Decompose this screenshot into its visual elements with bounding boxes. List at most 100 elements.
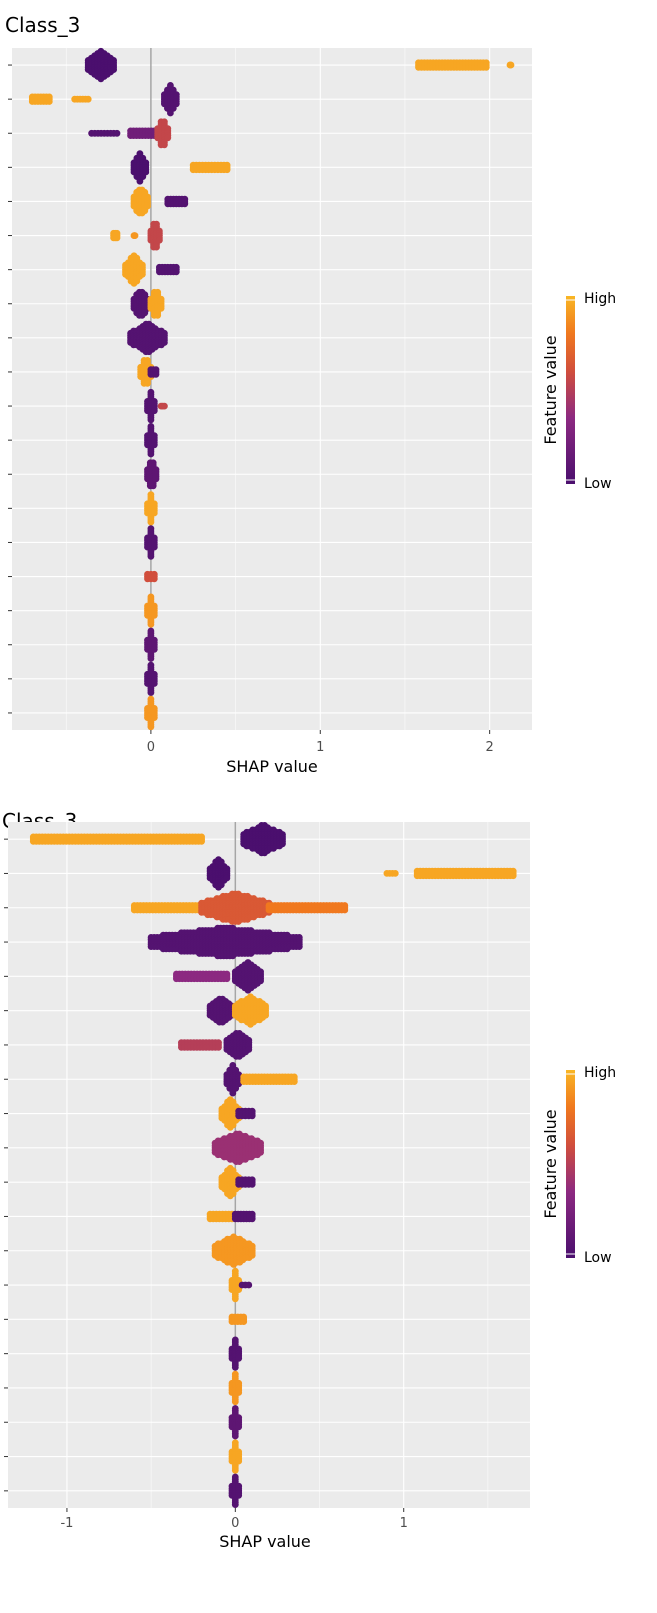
- shap-point: [164, 134, 172, 142]
- shap-point: [198, 838, 206, 845]
- legend-title: Feature value: [541, 335, 560, 444]
- shap-point: [161, 339, 168, 346]
- plot-panel: [8, 822, 530, 1508]
- shap-point: [231, 1295, 239, 1303]
- data-points: [29, 822, 517, 1508]
- shap-point: [113, 129, 121, 137]
- shap-point: [279, 840, 286, 848]
- color-legend: High Low Feature value: [541, 291, 616, 492]
- shap-point: [257, 1149, 264, 1156]
- shap-point: [223, 874, 231, 882]
- shap-point: [240, 1318, 248, 1325]
- shap-point: [150, 646, 158, 653]
- shap-point: [154, 311, 162, 319]
- shap-point: [157, 305, 165, 312]
- shap-point: [262, 1011, 269, 1019]
- shap-point: [147, 450, 155, 458]
- shap-point: [172, 100, 180, 108]
- shap-point: [147, 655, 155, 662]
- shap-point: [248, 1112, 256, 1120]
- shap-point: [223, 975, 231, 983]
- x-tick-label: -1: [60, 1516, 73, 1531]
- shap-point: [147, 689, 155, 696]
- shap-point: [149, 482, 157, 490]
- shap-point: [391, 870, 399, 877]
- horizontal-gridlines: [12, 64, 532, 714]
- shap-point: [150, 680, 158, 687]
- legend-colorbar: [566, 296, 575, 484]
- x-tick-label: 1: [316, 740, 324, 755]
- shap-point: [235, 1492, 243, 1499]
- legend-colorbar: [566, 1070, 575, 1258]
- shap-point: [245, 1046, 253, 1053]
- shap-point: [150, 407, 158, 415]
- shap-point: [295, 943, 303, 950]
- shap-point: [147, 518, 155, 526]
- x-tick-label: 2: [486, 740, 494, 755]
- shap-point: [231, 1432, 239, 1440]
- shap-point: [150, 509, 158, 517]
- legend-low-label: Low: [584, 476, 612, 492]
- shap-point: [223, 166, 231, 174]
- shap-point: [290, 1078, 298, 1085]
- x-axis-title: SHAP value: [226, 757, 318, 776]
- shap-point: [161, 402, 168, 410]
- chart-title: Class_3: [5, 13, 80, 37]
- shap-point: [248, 1251, 256, 1259]
- shap-point: [231, 1398, 239, 1406]
- shap-point: [147, 723, 155, 731]
- shap-point: [341, 906, 349, 914]
- shap-point: [147, 621, 155, 628]
- x-axis-ticks: -1 0 1: [60, 1508, 408, 1531]
- shap-point: [482, 63, 490, 71]
- shap-point: [161, 141, 168, 149]
- shap-point: [156, 236, 163, 244]
- shap-point: [110, 66, 117, 73]
- y-axis-ticks: [8, 64, 12, 714]
- shap-point: [507, 61, 515, 69]
- shap-point: [248, 1181, 256, 1188]
- data-points: [28, 47, 515, 731]
- shap-point: [153, 243, 160, 251]
- shap-point: [147, 552, 155, 560]
- shap-point: [131, 232, 139, 240]
- shap-point: [144, 380, 151, 387]
- plot-panel: [12, 48, 532, 730]
- shap-point: [231, 1501, 239, 1508]
- x-axis-title: SHAP value: [219, 1532, 311, 1551]
- shap-point: [84, 95, 92, 103]
- shap-point: [144, 202, 151, 210]
- legend-title: Feature value: [541, 1109, 560, 1218]
- shap-point: [45, 98, 53, 105]
- shap-point: [235, 1457, 243, 1465]
- shap-point: [235, 1354, 243, 1362]
- shap-point: [139, 270, 146, 278]
- legend-high-label: High: [584, 1065, 616, 1081]
- legend-high-label: High: [584, 291, 616, 307]
- shap-point: [235, 1423, 243, 1431]
- shap-point: [150, 441, 158, 449]
- x-tick-label: 0: [147, 740, 155, 755]
- x-tick-label: 1: [400, 1516, 408, 1531]
- shap-point: [231, 1466, 239, 1474]
- shap-point: [147, 416, 155, 424]
- shap-point: [245, 1281, 253, 1289]
- shap-point: [113, 234, 121, 242]
- color-legend: High Low Feature value: [541, 1065, 616, 1266]
- shap-point: [215, 1043, 222, 1051]
- y-axis-ticks: [4, 838, 8, 1492]
- legend-low-label: Low: [584, 1250, 612, 1266]
- shap-point: [248, 1215, 256, 1223]
- x-tick-label: 0: [231, 1516, 239, 1531]
- shap-point: [142, 168, 150, 176]
- shap-point: [150, 543, 158, 551]
- shap-point: [257, 977, 264, 985]
- shap-plot-2: Class_3 -1 0 1 SHAP value High Low Feature…: [2, 809, 616, 1551]
- shap-point: [181, 200, 189, 208]
- shap-point: [152, 370, 160, 378]
- shap-point: [150, 611, 158, 619]
- shap-plot-1: Class_3 0 1 2 SHAP value High Low Feature …: [5, 13, 616, 776]
- shap-point: [150, 714, 158, 721]
- shap-point: [509, 872, 517, 880]
- shap-point: [235, 1389, 243, 1396]
